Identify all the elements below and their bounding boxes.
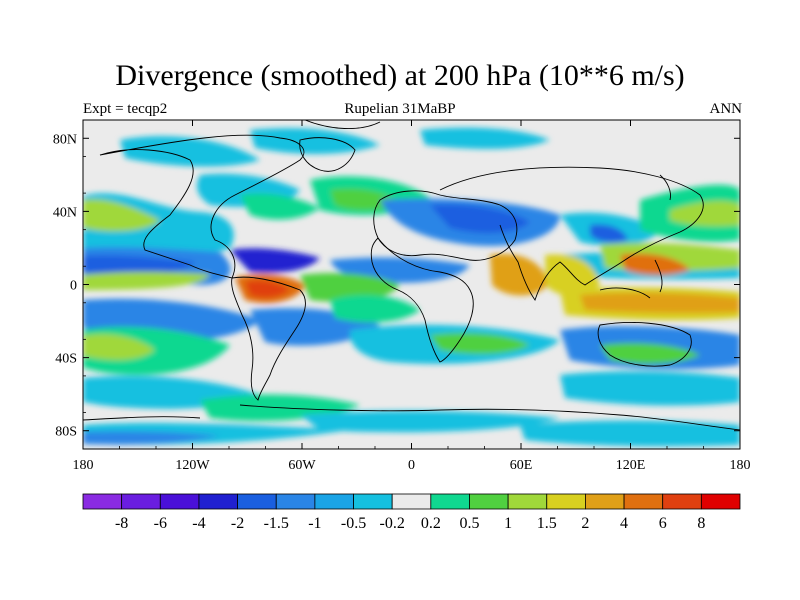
colorbar-swatch <box>430 493 470 510</box>
colorbar-swatch <box>507 493 548 510</box>
colorbar-swatch <box>82 493 123 510</box>
map-title: Divergence (smoothed) at 200 hPa (10**6 … <box>115 59 685 92</box>
colorbar-label: -1.5 <box>264 515 289 532</box>
colorbar-swatch <box>700 493 741 510</box>
colorbar-label: 1 <box>504 515 512 532</box>
y-tick-label: 80S <box>55 425 77 440</box>
y-tick-label: 80N <box>53 132 77 147</box>
colorbar-swatch <box>353 493 393 510</box>
coastlines <box>83 120 740 431</box>
x-tick-label: 0 <box>408 458 415 473</box>
colorbar-label: -4 <box>192 515 205 532</box>
colorbar-swatch <box>623 493 664 510</box>
x-axis: 180 120W 60W 0 60E 120E 180 <box>73 120 751 473</box>
colorbar-swatch <box>275 493 316 510</box>
x-tick-label: 180 <box>730 458 751 473</box>
colorbar-label: 0.5 <box>459 515 479 532</box>
x-tick-label: 60E <box>510 458 533 473</box>
colorbar-label: -6 <box>154 515 167 532</box>
y-tick-label: 40N <box>53 205 77 220</box>
colorbar-label: -2 <box>231 515 244 532</box>
colorbar-label: -1 <box>308 515 321 532</box>
colorbar: -8 -6 -4 -2 -1.5 -1 -0.5 -0.2 0.2 0.5 1 1.5 2 4 6 8 <box>82 493 741 532</box>
y-axis: 80N 40N 0 40S 80S <box>53 119 740 450</box>
colorbar-swatch <box>391 493 432 510</box>
experiment-label: Expt = tecqp2 <box>83 101 168 117</box>
colorbar-swatch <box>314 493 354 510</box>
colorbar-label: -0.2 <box>380 515 405 532</box>
colorbar-label: -0.5 <box>341 515 366 532</box>
x-tick-label: 180 <box>73 458 94 473</box>
x-tick-label: 120E <box>616 458 646 473</box>
colorbar-label: 4 <box>620 515 628 532</box>
colorbar-label: 2 <box>581 515 589 532</box>
colorbar-label: -8 <box>115 515 128 532</box>
y-tick-label: 40S <box>55 352 77 367</box>
x-tick-label: 60W <box>288 458 316 473</box>
contour-field <box>83 120 740 449</box>
colorbar-swatch <box>469 493 509 510</box>
colorbar-swatch <box>585 493 625 510</box>
y-tick-label: 0 <box>70 279 77 294</box>
colorbar-label: 1.5 <box>537 515 557 532</box>
colorbar-swatch <box>159 493 200 510</box>
period-label: Rupelian 31MaBP <box>344 101 456 117</box>
colorbar-swatch <box>662 493 702 510</box>
colorbar-swatch <box>198 493 238 510</box>
season-label: ANN <box>709 101 743 117</box>
colorbar-swatch <box>121 493 161 510</box>
colorbar-swatch <box>546 493 586 510</box>
x-tick-label: 120W <box>175 458 210 473</box>
colorbar-label: 8 <box>697 515 705 532</box>
colorbar-swatch <box>237 493 277 510</box>
colorbar-label: 6 <box>659 515 667 532</box>
colorbar-label: 0.2 <box>421 515 441 532</box>
